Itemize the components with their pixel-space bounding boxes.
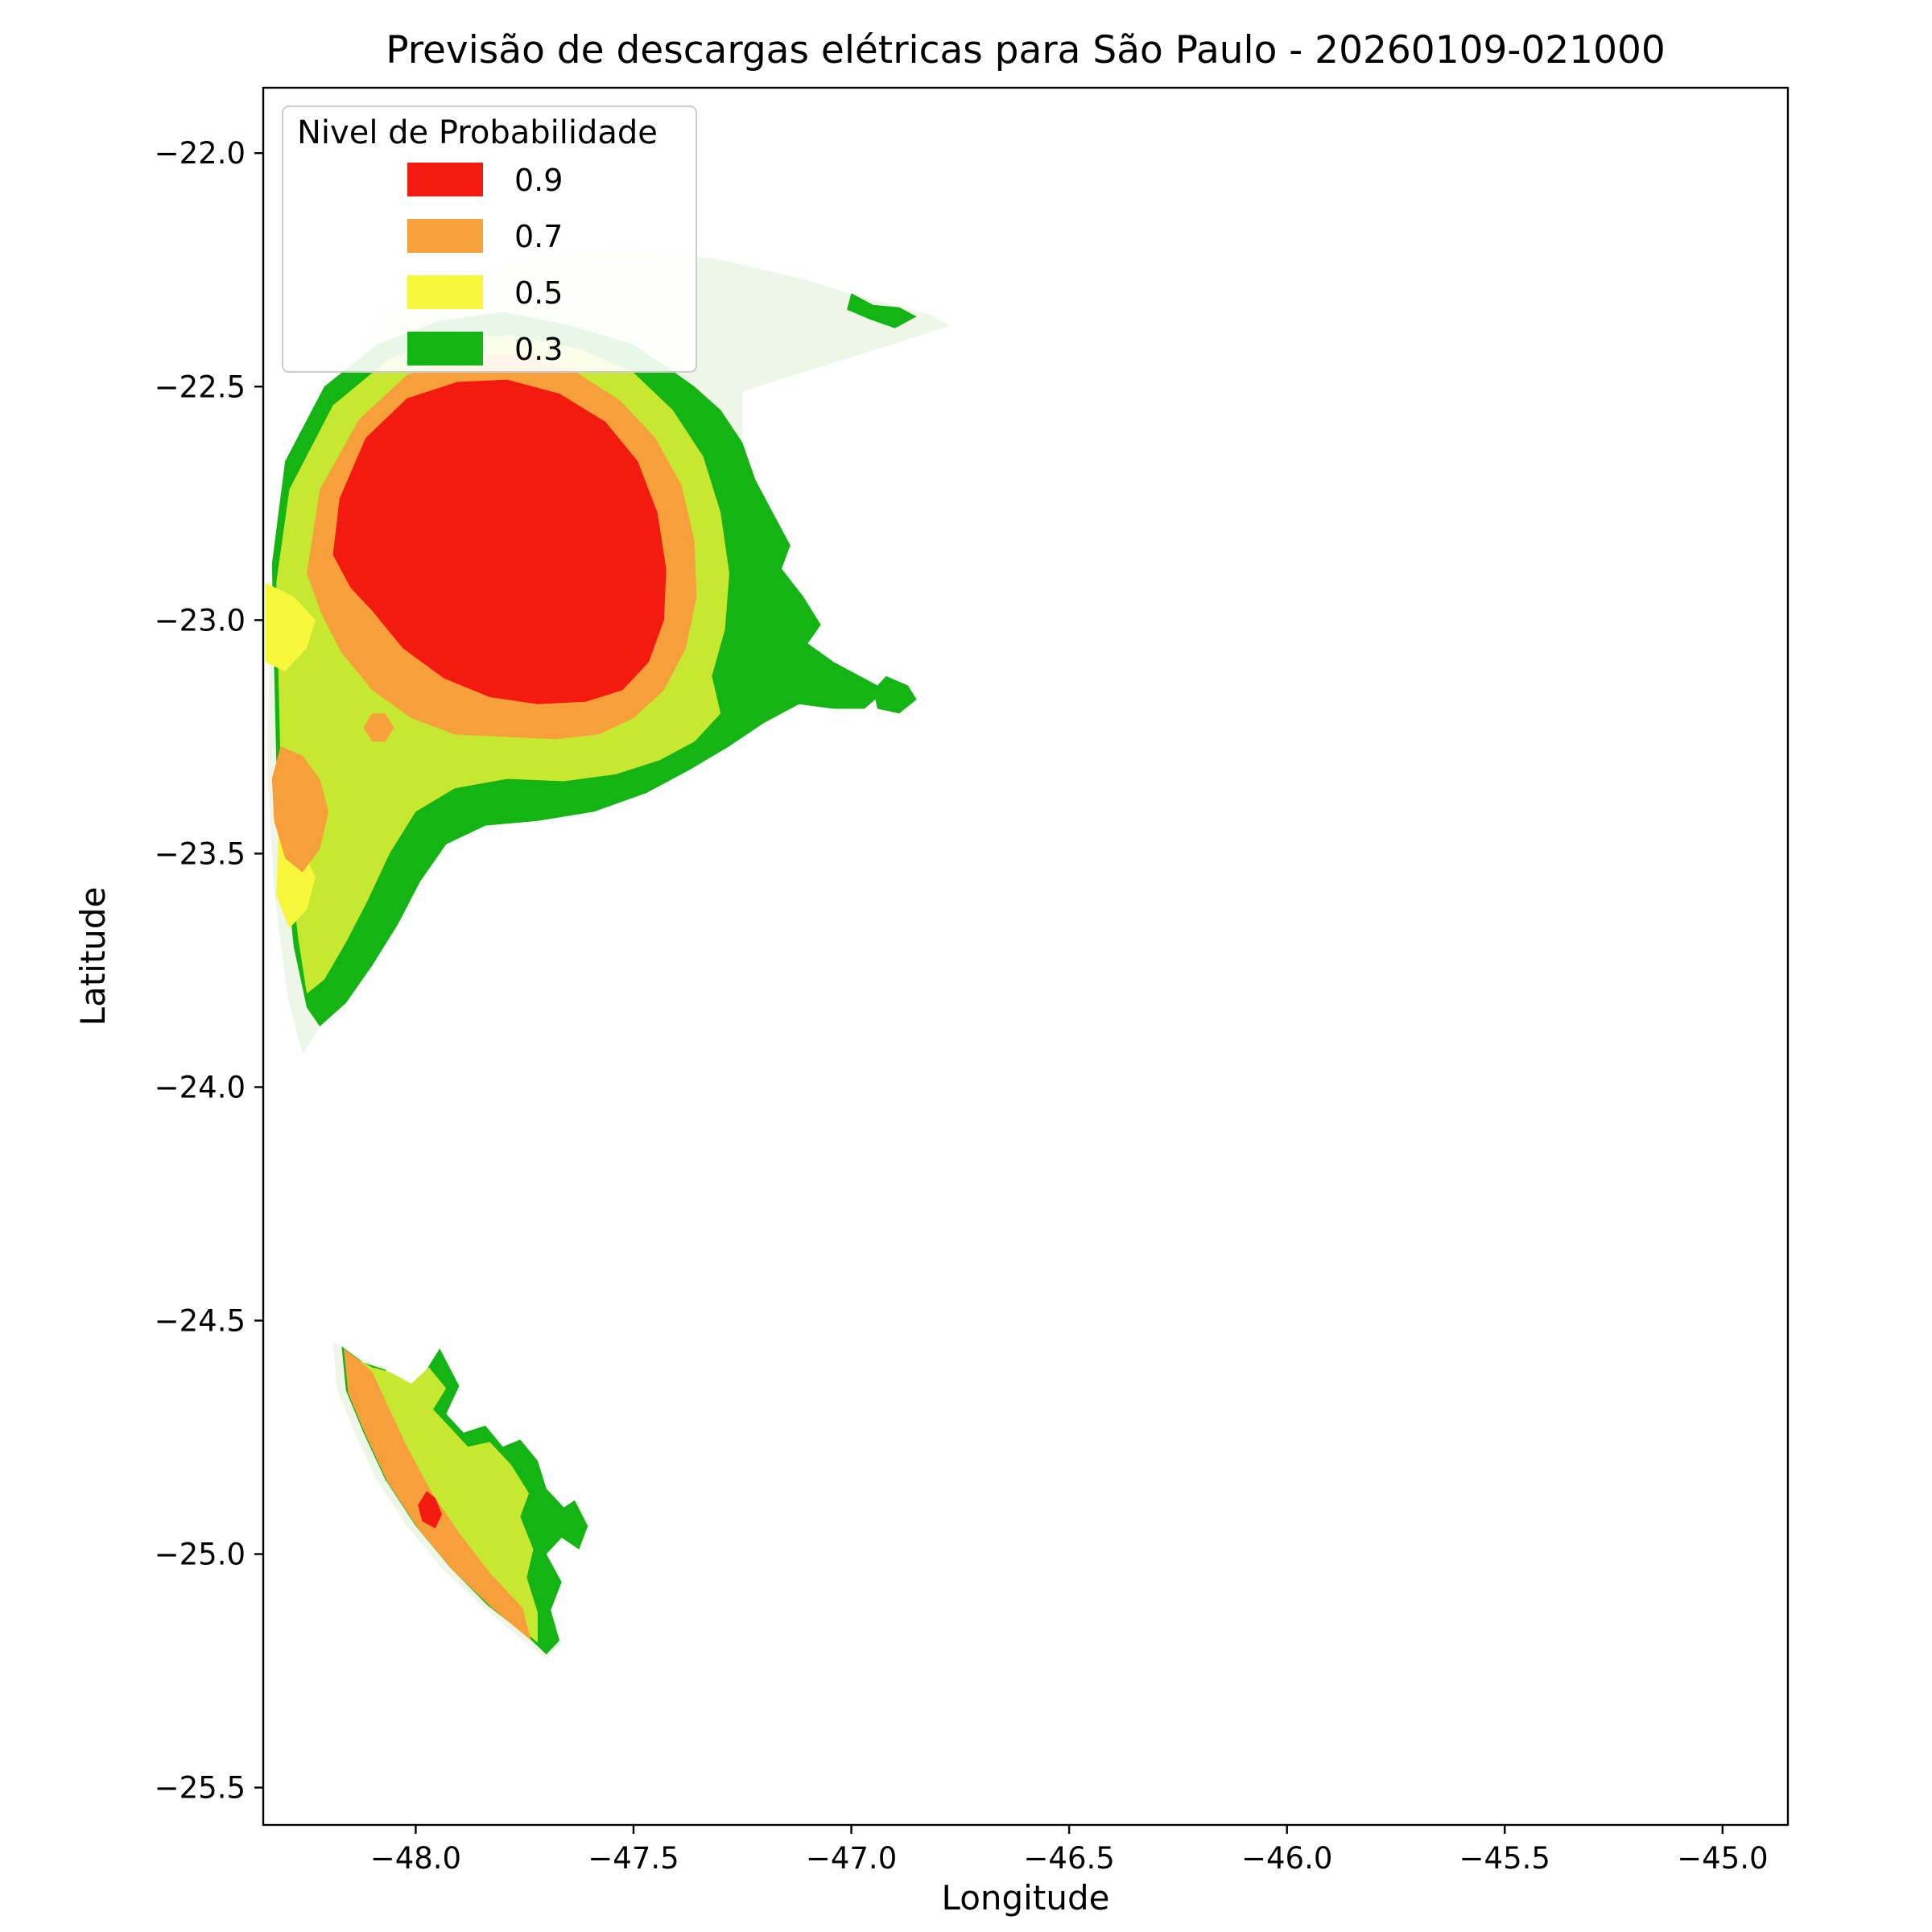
legend-item-label-0.9: 0.9 bbox=[514, 163, 563, 198]
legend-item-label-0.3: 0.3 bbox=[514, 332, 563, 367]
legend-swatch-0.3 bbox=[407, 332, 483, 365]
legend-box bbox=[282, 105, 697, 373]
contour-region-south-orange bbox=[344, 1348, 531, 1641]
y-tick-label: −23.0 bbox=[155, 603, 246, 638]
legend: Nivel de Probabilidade 0.9 0.7 0.5 0.3 bbox=[282, 105, 697, 373]
y-tick-label: −25.0 bbox=[155, 1538, 246, 1572]
legend-title: Nivel de Probabilidade bbox=[297, 114, 658, 151]
contour-region-main-green-east-fragment bbox=[873, 675, 917, 714]
x-tick-label: −45.5 bbox=[1459, 1841, 1550, 1876]
x-tick-label: −48.0 bbox=[370, 1841, 461, 1876]
contour-region-left-edge-yellow-patch bbox=[265, 582, 316, 672]
legend-item-label-0.7: 0.7 bbox=[514, 219, 563, 254]
y-tick-label: −24.0 bbox=[155, 1070, 246, 1104]
y-tick-label: −22.0 bbox=[155, 136, 246, 171]
y-tick-label: −22.5 bbox=[155, 369, 246, 404]
x-tick-label: −46.5 bbox=[1023, 1841, 1114, 1876]
axes: −48.0 −47.5 −47.0 −46.5 −46.0 −45.5 −45.0 −22.0… bbox=[155, 86, 1790, 1876]
x-tick-label: −47.0 bbox=[806, 1841, 897, 1876]
y-tick-label: −25.5 bbox=[155, 1771, 246, 1806]
x-tick-label: −46.0 bbox=[1241, 1841, 1332, 1876]
legend-swatch-0.9 bbox=[407, 163, 483, 196]
legend-item-label-0.5: 0.5 bbox=[514, 275, 563, 311]
plot-frame bbox=[262, 86, 1790, 1827]
contour-region-top-cap-green-mark bbox=[847, 293, 917, 328]
y-tick-label: −24.5 bbox=[155, 1303, 246, 1338]
contour-region-small-orange-spot bbox=[363, 713, 394, 742]
contour-regions bbox=[265, 249, 950, 1660]
chart-title: Previsão de descargas elétricas para São… bbox=[386, 28, 1666, 72]
x-tick-label: −47.5 bbox=[588, 1841, 679, 1876]
legend-swatch-0.7 bbox=[407, 219, 483, 253]
y-tick-label: −23.5 bbox=[155, 836, 246, 871]
x-tick-label: −45.0 bbox=[1677, 1841, 1768, 1876]
contour-region-southwest-orange-lobe bbox=[271, 746, 329, 873]
contour-region-south-red-spot bbox=[418, 1491, 442, 1529]
contour-region-main-red-core bbox=[332, 379, 667, 704]
legend-swatch-0.5 bbox=[407, 275, 483, 309]
y-axis-label: Latitude bbox=[73, 887, 113, 1026]
x-axis-label: Longitude bbox=[942, 1878, 1110, 1918]
